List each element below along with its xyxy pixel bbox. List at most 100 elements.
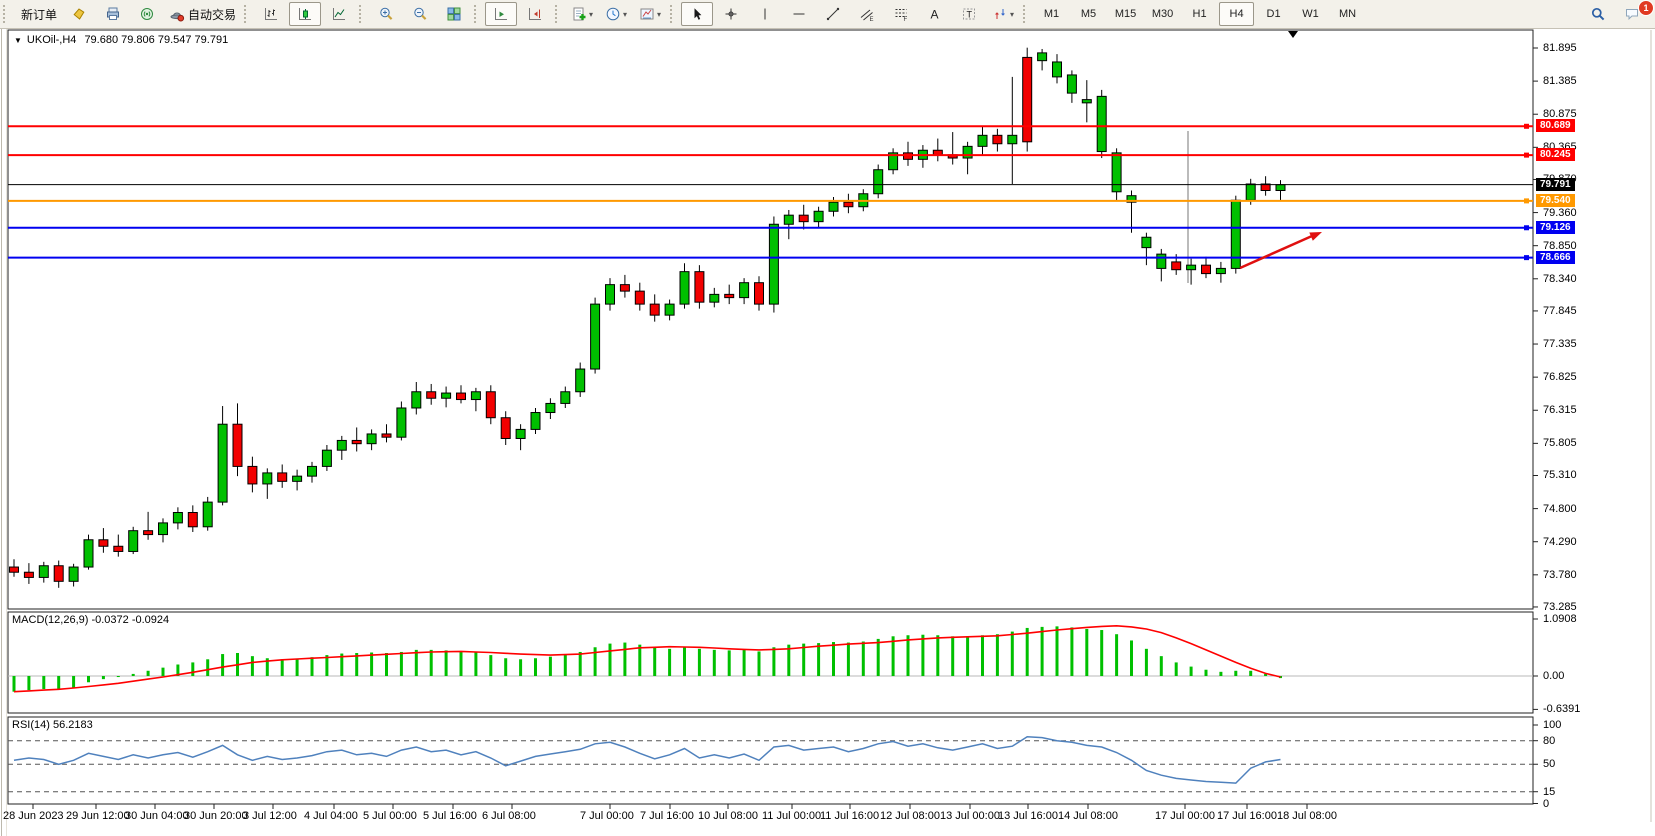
toolbar-grip[interactable] [555,5,560,23]
time-axis-label: 28 Jun 2023 [3,810,64,822]
candle-body [694,271,705,303]
price-tag-80.245: 80.245 [1536,148,1575,162]
toolbar-grip[interactable] [244,5,249,23]
search-button[interactable] [1582,2,1614,26]
candle-body [128,530,139,552]
candlestick-series[interactable] [9,47,1286,588]
timeframe-m1[interactable]: M1 [1034,2,1069,26]
vertical-line-button[interactable] [749,2,781,26]
timeframe-m15[interactable]: M15 [1108,2,1143,26]
candle-body [68,566,79,582]
rsi-line [13,736,1281,784]
chevron-down-icon[interactable]: ▾ [623,9,628,19]
price-tag-79.540: 79.540 [1536,193,1575,207]
broadcast-button[interactable] [131,2,163,26]
chevron-down-icon[interactable]: ▾ [589,9,594,19]
candle-body [1186,264,1197,271]
macd-tick-label: 0.00 [1543,670,1565,682]
new-order-button-label: 新订单 [21,7,58,22]
candle-body [962,145,973,159]
candle-body [1275,184,1286,191]
candle-body [277,472,288,482]
candle-body [217,423,228,503]
timeframe-h4[interactable]: H4 [1219,2,1255,26]
candle-body [485,391,496,419]
horizontal-line-button[interactable] [783,2,815,26]
timeframe-h1[interactable]: H1 [1182,2,1217,26]
cursor-icon [694,8,702,20]
toolbar-grip[interactable] [670,5,675,23]
timeframe-w1[interactable]: W1 [1293,2,1328,26]
candle-body [1260,183,1271,191]
trendline-icon [826,7,840,21]
bar-chart-button[interactable] [255,2,287,26]
toolbar-grip[interactable] [359,5,364,23]
time-axis-label: 13 Jul 00:00 [940,810,1000,822]
templates-button[interactable]: ▾ [634,2,666,26]
candle-body [187,512,198,528]
trend-arrow-annotation[interactable] [1239,234,1313,270]
toolbar-grip[interactable] [1023,5,1028,23]
rsi-panel-frame[interactable] [7,716,1534,805]
timeframe-h1-label: H1 [1192,8,1207,20]
timeframe-mn[interactable]: MN [1330,2,1365,26]
candle-body [634,290,645,305]
chevron-down-icon[interactable]: ▾ [657,9,662,19]
text-button[interactable]: A [919,2,951,26]
price-tick-label: 79.360 [1543,206,1577,219]
new-order-button[interactable]: 新订单 [14,2,61,26]
time-axis-label: 5 Jul 16:00 [423,810,477,822]
timeframe-d1[interactable]: D1 [1256,2,1291,26]
trend-arrow-head[interactable] [1309,232,1322,241]
candlestick-button[interactable] [289,2,322,26]
metaeditor-button[interactable] [63,2,95,26]
candle-body [605,284,615,305]
cursor-button[interactable] [681,2,714,26]
chart-shift-button[interactable] [519,2,551,26]
candle-body [53,565,64,582]
linechart-icon [333,8,346,20]
line-chart-button[interactable] [323,2,355,26]
toolbar: 新订单 自动交易 ▾ ▾ ▾ E F A T ▾ M1 M5 M15 M30 H1 H4 D1 W1 MN 1 [0,0,1655,29]
zoom-out-button[interactable] [404,2,436,26]
zoom-in-button[interactable] [370,2,402,26]
time-axis-label: 10 Jul 08:00 [698,810,758,822]
equidistant-channel-button[interactable]: E [851,2,883,26]
candle-body [1171,261,1182,271]
main-plot-frame[interactable] [7,29,1534,610]
arrows-button[interactable]: ▾ [987,2,1019,26]
chart-ohlc-values: 79.680 79.806 79.547 79.791 [84,34,229,46]
periods-button[interactable]: ▾ [600,2,632,26]
zoomin-icon [380,7,393,20]
print-button[interactable] [97,2,129,26]
scroll-to-end-marker[interactable] [1288,31,1298,38]
fibonacci-button[interactable]: F [885,2,917,26]
timeframe-m5-label: M5 [1080,8,1097,20]
price-tag-79.791: 79.791 [1536,177,1575,191]
timeframe-h4-label: H4 [1229,8,1244,20]
candle-body [739,282,750,299]
timeframe-m5[interactable]: M5 [1071,2,1106,26]
chart-collapse-icon[interactable]: ▼ [14,35,22,45]
candle-body [932,149,943,156]
crosshair-button[interactable] [715,2,747,26]
autotrading-button[interactable]: 自动交易 [165,2,240,26]
toolbar-grip[interactable] [474,5,479,23]
time-axis-label: 17 Jul 16:00 [1217,810,1277,822]
tile-windows-button[interactable] [438,2,470,26]
auto-scroll-button[interactable] [485,2,518,26]
trendline-button[interactable] [817,2,849,26]
text-label-button[interactable]: T [953,2,985,26]
candle-body [366,433,377,445]
chevron-down-icon[interactable]: ▾ [1010,9,1015,19]
candle-body [1066,74,1077,94]
channel-icon: E [860,9,874,22]
macd-panel-frame[interactable] [7,611,1534,714]
toolbar-grip[interactable] [3,5,8,23]
timeframe-m30[interactable]: M30 [1145,2,1180,26]
candle-body [515,428,526,439]
chat-button[interactable]: 1 [1616,0,1654,26]
indicators-button[interactable]: ▾ [566,2,598,26]
candle-body [158,522,168,536]
